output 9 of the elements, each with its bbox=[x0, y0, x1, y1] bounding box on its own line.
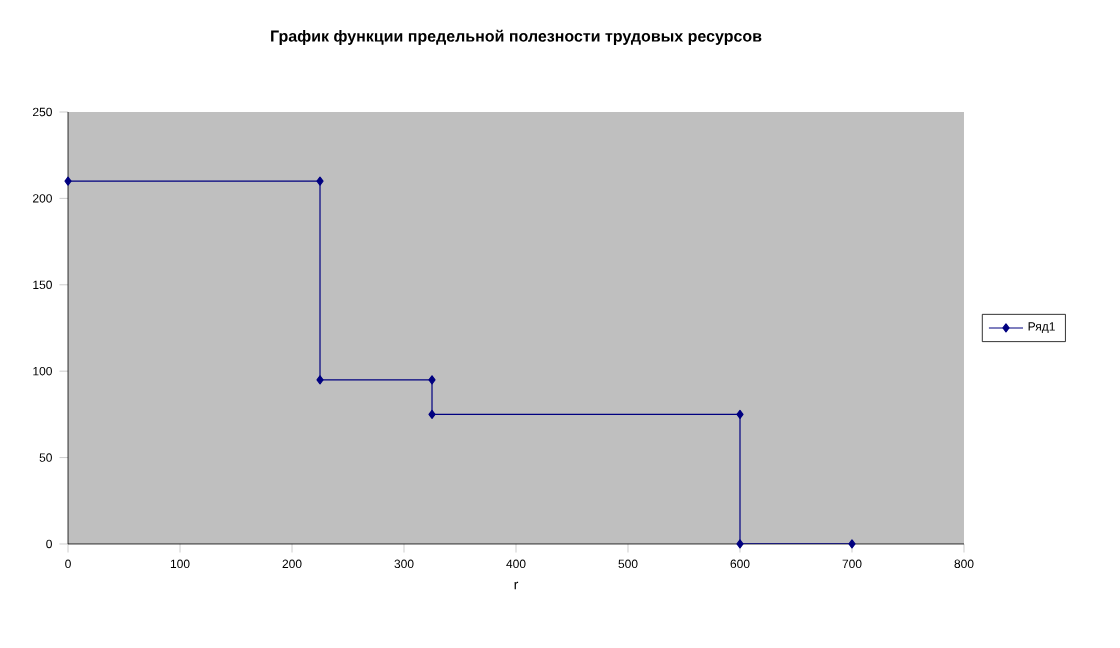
point bbox=[64, 176, 72, 186]
point bbox=[736, 409, 744, 419]
point bbox=[316, 375, 324, 385]
point bbox=[736, 539, 744, 549]
point bbox=[428, 375, 436, 385]
point bbox=[316, 176, 324, 186]
chart-title: График функции предельной полезности трудовых ресурсов bbox=[271, 29, 762, 45]
point bbox=[848, 539, 856, 549]
point bbox=[428, 409, 436, 419]
